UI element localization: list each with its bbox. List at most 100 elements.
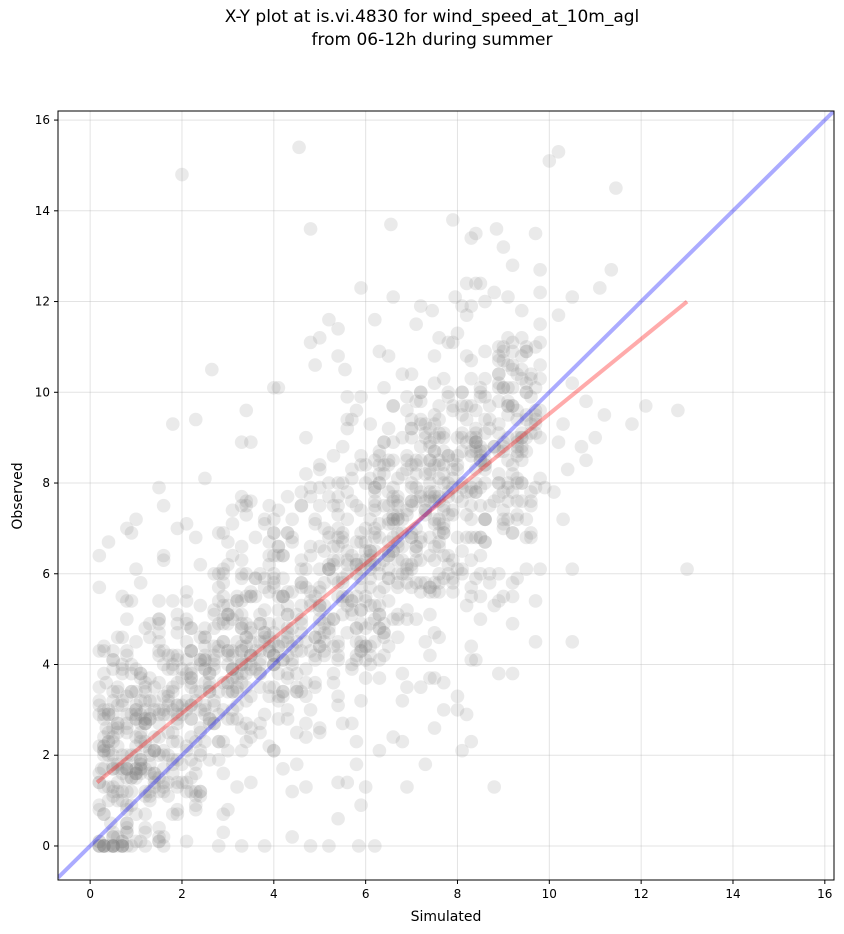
data-point-26 xyxy=(459,308,474,322)
data-point-785 xyxy=(188,798,203,812)
data-point-665 xyxy=(409,480,423,495)
data-point-519 xyxy=(464,444,479,459)
data-point-310 xyxy=(413,530,428,545)
data-point-213 xyxy=(427,444,442,459)
data-point-31 xyxy=(368,312,382,327)
data-point-782 xyxy=(524,526,538,540)
data-point-126 xyxy=(184,644,198,658)
data-point-897 xyxy=(409,467,423,481)
data-point-570 xyxy=(276,548,290,563)
data-point-1440 xyxy=(152,771,166,785)
data-point-457 xyxy=(413,385,428,400)
data-point-1405 xyxy=(211,734,226,749)
data-point-34 xyxy=(533,317,547,332)
data-point-841 xyxy=(152,612,166,626)
data-point-702 xyxy=(262,535,277,549)
data-point-1355 xyxy=(335,589,350,604)
data-point-917 xyxy=(331,653,345,667)
data-point-1113 xyxy=(239,734,254,749)
data-point-922 xyxy=(207,603,221,617)
data-point-1348 xyxy=(317,644,332,658)
data-point-1050 xyxy=(505,399,520,413)
data-point-1362 xyxy=(257,625,272,640)
data-point-1094 xyxy=(262,739,277,753)
data-point-964 xyxy=(340,485,355,499)
data-point-271 xyxy=(143,757,157,772)
data-point-1230 xyxy=(115,834,130,849)
data-point-462 xyxy=(129,698,143,713)
data-point-1418 xyxy=(404,480,419,495)
data-point-533 xyxy=(436,426,451,440)
data-point-753 xyxy=(276,689,290,704)
data-point-774 xyxy=(381,594,396,608)
data-point-1239 xyxy=(221,607,235,622)
ticks-layer: 0 2 4 6 8 10 12 14 16 0 2 4 6 8 10 12 14 16 xyxy=(35,113,833,901)
data-point-975 xyxy=(331,539,345,554)
data-point-597 xyxy=(110,716,125,731)
data-point-137 xyxy=(473,449,488,463)
data-point-515 xyxy=(326,612,341,626)
data-point-354 xyxy=(138,680,153,694)
data-point-622 xyxy=(120,757,134,772)
data-point-98 xyxy=(104,816,118,831)
data-point-448 xyxy=(427,671,442,685)
data-point-909 xyxy=(400,507,414,522)
data-point-346 xyxy=(473,498,488,513)
data-point-479 xyxy=(161,693,176,708)
data-point-1261 xyxy=(221,684,235,699)
data-point-1096 xyxy=(400,680,414,694)
data-point-1425 xyxy=(161,789,176,803)
data-point-704 xyxy=(244,589,258,604)
data-point-432 xyxy=(326,498,341,513)
data-point-959 xyxy=(221,644,235,658)
data-point-1195 xyxy=(478,390,492,404)
data-point-421 xyxy=(244,648,258,663)
data-point-223 xyxy=(138,739,153,753)
data-point-837 xyxy=(413,680,428,694)
data-point-504 xyxy=(501,331,515,345)
data-point-1017 xyxy=(230,594,244,608)
data-point-789 xyxy=(271,639,286,654)
data-point-342 xyxy=(152,784,166,799)
data-point-666 xyxy=(331,689,345,704)
data-point-53 xyxy=(565,376,580,391)
data-point-866 xyxy=(216,616,231,631)
data-point-1380 xyxy=(308,675,322,690)
data-point-655 xyxy=(469,430,483,445)
data-point-988 xyxy=(294,553,309,567)
data-point-1248 xyxy=(303,585,318,599)
data-point-674 xyxy=(418,417,433,431)
data-point-844 xyxy=(432,517,446,531)
data-point-318 xyxy=(207,639,221,654)
data-point-409 xyxy=(404,557,419,572)
data-point-899 xyxy=(432,331,446,345)
data-point-1438 xyxy=(207,693,221,708)
data-point-239 xyxy=(179,739,194,753)
data-point-870 xyxy=(129,748,143,763)
data-point-182 xyxy=(106,693,120,708)
data-point-500 xyxy=(312,603,327,617)
data-point-940 xyxy=(221,607,235,622)
data-point-89 xyxy=(101,535,116,549)
data-point-1139 xyxy=(221,712,235,726)
data-point-797 xyxy=(280,666,295,681)
data-point-647 xyxy=(317,598,332,613)
data-point-738 xyxy=(115,666,130,681)
data-point-442 xyxy=(115,748,130,763)
data-point-820 xyxy=(404,412,419,427)
data-point-109 xyxy=(354,798,368,812)
data-point-759 xyxy=(386,507,400,522)
data-point-374 xyxy=(170,521,185,536)
data-point-663 xyxy=(469,462,483,477)
data-point-865 xyxy=(386,517,400,531)
data-point-779 xyxy=(358,553,373,567)
data-point-348 xyxy=(386,512,400,527)
data-point-265 xyxy=(510,435,524,449)
data-point-1274 xyxy=(510,494,524,508)
data-point-175 xyxy=(188,802,203,817)
data-point-1102 xyxy=(294,684,309,699)
data-point-967 xyxy=(193,703,208,717)
data-point-370 xyxy=(427,517,442,531)
data-point-394 xyxy=(110,721,125,735)
data-point-713 xyxy=(133,757,148,772)
